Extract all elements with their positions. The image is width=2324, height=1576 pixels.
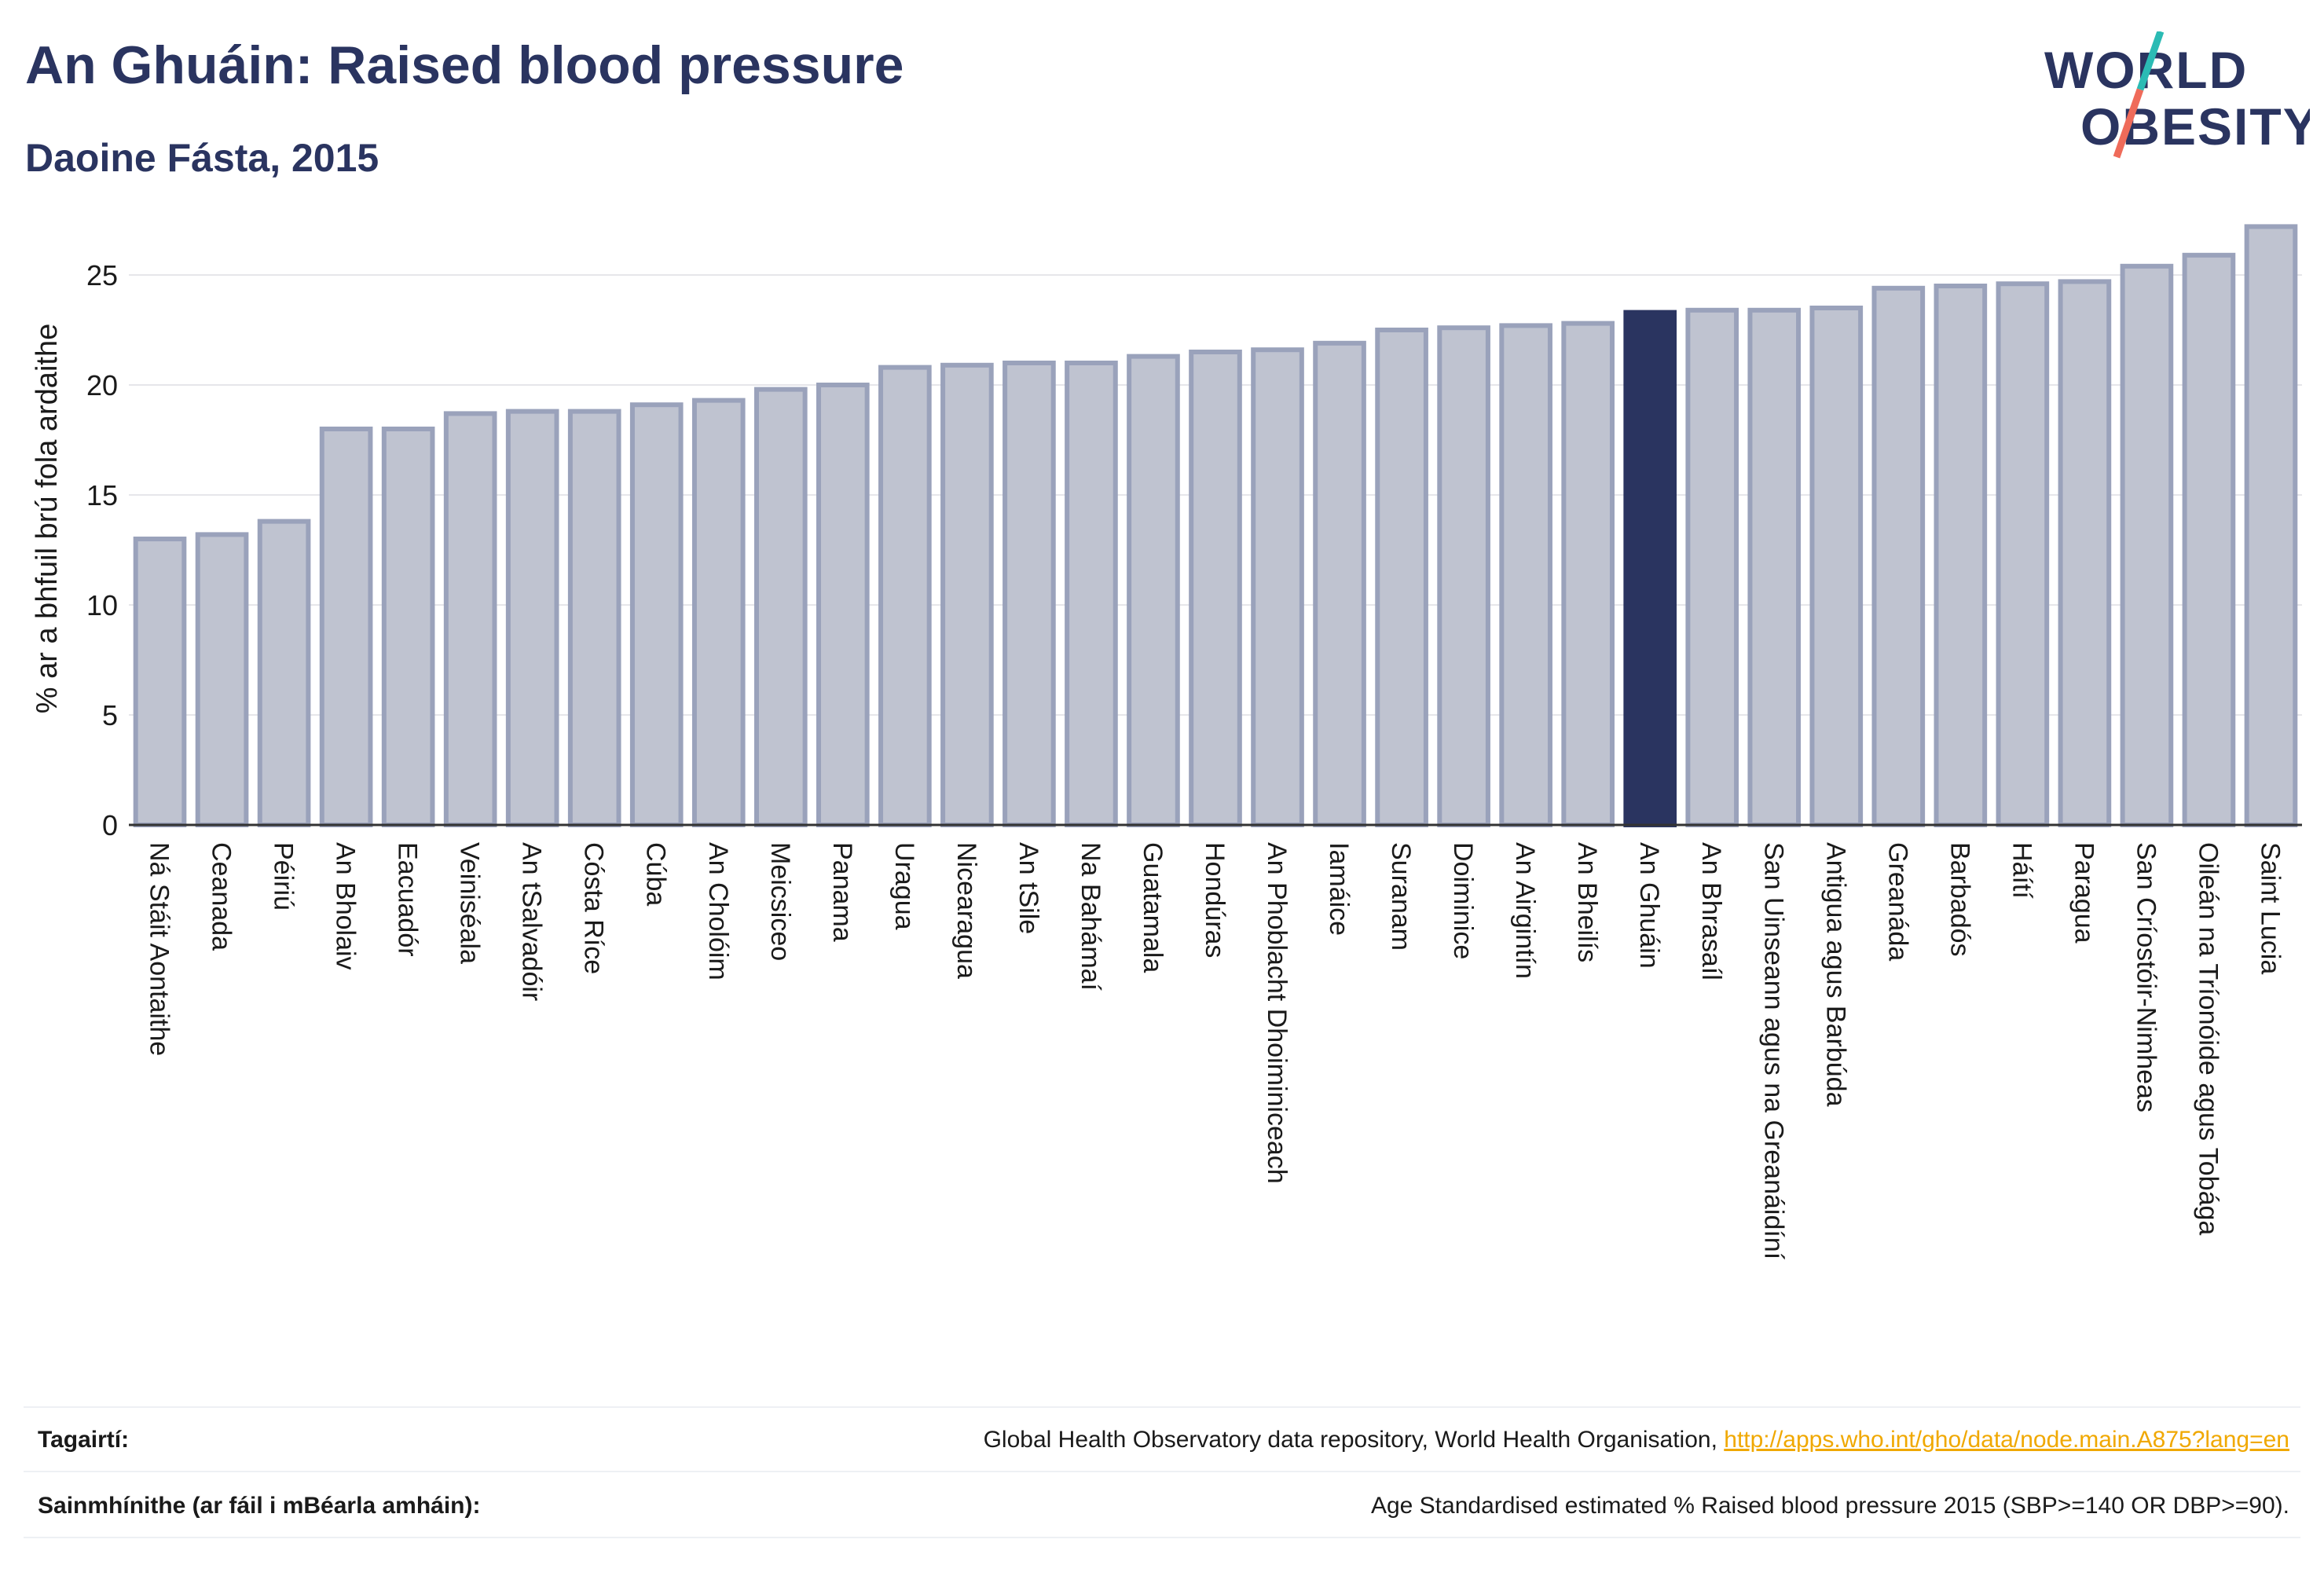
y-tick-label: 15 [86,479,118,511]
bar [1623,310,1677,828]
y-tick-label: 10 [86,589,118,621]
bar [629,402,684,827]
bar [1375,328,1428,827]
bar [1127,354,1180,828]
bar [1871,285,1926,827]
definitions-value: Age Standardised estimated % Raised bloo… [1370,1493,2289,1519]
x-tick-label: Barbadós [1945,842,1974,957]
x-tick-label: Nicearagua [951,842,981,979]
x-tick-label: Ceanada [207,842,236,951]
bars-layer [133,224,2298,828]
x-tick-label: An tSile [1014,842,1043,934]
bar [2058,279,2112,827]
x-tick-label: Greanáda [1882,842,1912,961]
x-tick-label: An Bheilís [1572,842,1602,962]
bar [1996,281,2050,827]
references-text: Global Health Observatory data repositor… [983,1427,1725,1453]
x-tick-label: An Bhrasaíl [1696,842,1726,980]
bar-chart: 0 5 10 15 20 25 Ná Stáit Aontaithe Ceanada Péiri… [31,224,2302,1260]
x-tick-label: An tSalvadóir [517,842,547,1001]
bar [567,409,621,827]
x-tick-label: San Uinseann agus na Greanáidíní [1758,842,1788,1260]
bar [1189,350,1242,827]
x-tick-label: Cúba [641,842,671,906]
x-tick-label: Uragua [889,842,919,930]
x-tick-label: Antigua agus Barbúda [1820,842,1850,1107]
x-tick-label: An Phoblacht Dhoiminiceach [1262,842,1292,1184]
x-tick-label: Háítí [2007,842,2036,899]
bar [195,532,249,828]
references-link[interactable]: http://apps.who.int/gho/data/node.main.A… [1724,1427,2289,1453]
x-tick-label: Cósta Ríce [579,842,609,974]
bar [753,387,808,828]
bar [1499,323,1552,827]
bar [1065,361,1118,827]
bar [1251,347,1304,827]
footer-divider-bottom [24,1537,2300,1538]
bar [878,365,932,828]
bar [1747,307,1802,827]
bar [816,383,870,827]
x-tick-label: Suranam [1386,842,1416,951]
bar [1809,306,1864,827]
chart-subtitle: Daoine Fásta, 2015 [25,136,379,180]
definitions-label: Sainmhínithe (ar fáil i mBéarla amháin): [38,1493,481,1519]
bar [2182,252,2236,827]
bar [319,427,373,827]
x-tick-label: Hondúras [1200,842,1230,958]
x-tick-label: Na Bahámaí [1076,842,1105,991]
x-tick-label: Meicsiceo [765,842,795,961]
y-tick-label: 25 [86,259,118,291]
labels-layer: 0 5 10 15 20 25 Ná Stáit Aontaithe Ceanada Péiri… [86,259,2286,1260]
x-tick-label: Ná Stáit Aontaithe [145,842,174,1056]
x-tick-label: An Ghuáin [1634,842,1664,969]
bar [1685,307,1739,827]
x-tick-label: Péiriú [269,842,299,911]
bar [1561,321,1615,828]
x-tick-label: Veiniséala [455,842,485,964]
y-tick-label: 5 [102,699,118,731]
x-tick-label: San Críostóir-Nimheas [2131,842,2161,1112]
bar [2244,224,2298,827]
bar [1437,325,1490,827]
bar [505,409,559,827]
logo-slash-teal [2136,31,2165,91]
x-tick-label: An Cholóim [703,842,733,980]
bar [691,398,746,828]
y-axis-label: % ar a bhfuil brú fola ardaithe [31,324,64,713]
bar [133,537,187,827]
logo-slash-coral [2113,88,2144,159]
footer-divider-middle [24,1471,2300,1472]
x-tick-label: An Bholaiv [331,842,361,970]
bar [940,362,994,827]
x-tick-label: Saint Lucia [2255,842,2285,974]
bar [257,519,311,827]
bar [381,427,435,827]
chart-title: An Ghuáin: Raised blood pressure [25,35,904,95]
bar [1313,340,1366,827]
x-tick-label: Iamáice [1324,842,1354,936]
x-tick-label: Oileán na Tríonóide agus Tobága [2193,842,2223,1235]
x-tick-label: Eacuadór [393,842,423,957]
y-tick-label: 0 [102,809,118,841]
bar [1934,284,1988,827]
world-obesity-logo: WORLD OBESITY [2044,31,2310,159]
references-value: Global Health Observatory data repositor… [984,1427,2289,1453]
y-tick-label: 20 [86,369,118,401]
x-tick-label: An Airgintín [1510,842,1540,979]
x-tick-label: Doiminice [1448,842,1478,959]
footer-divider-top [24,1406,2300,1408]
x-tick-label: Guatamala [1138,842,1167,973]
bar [2120,263,2174,827]
bar [1003,361,1056,827]
x-tick-label: Panama [827,842,857,942]
references-label: Tagairtí: [38,1427,130,1453]
bar [443,411,497,827]
x-tick-label: Paragua [2069,842,2099,944]
